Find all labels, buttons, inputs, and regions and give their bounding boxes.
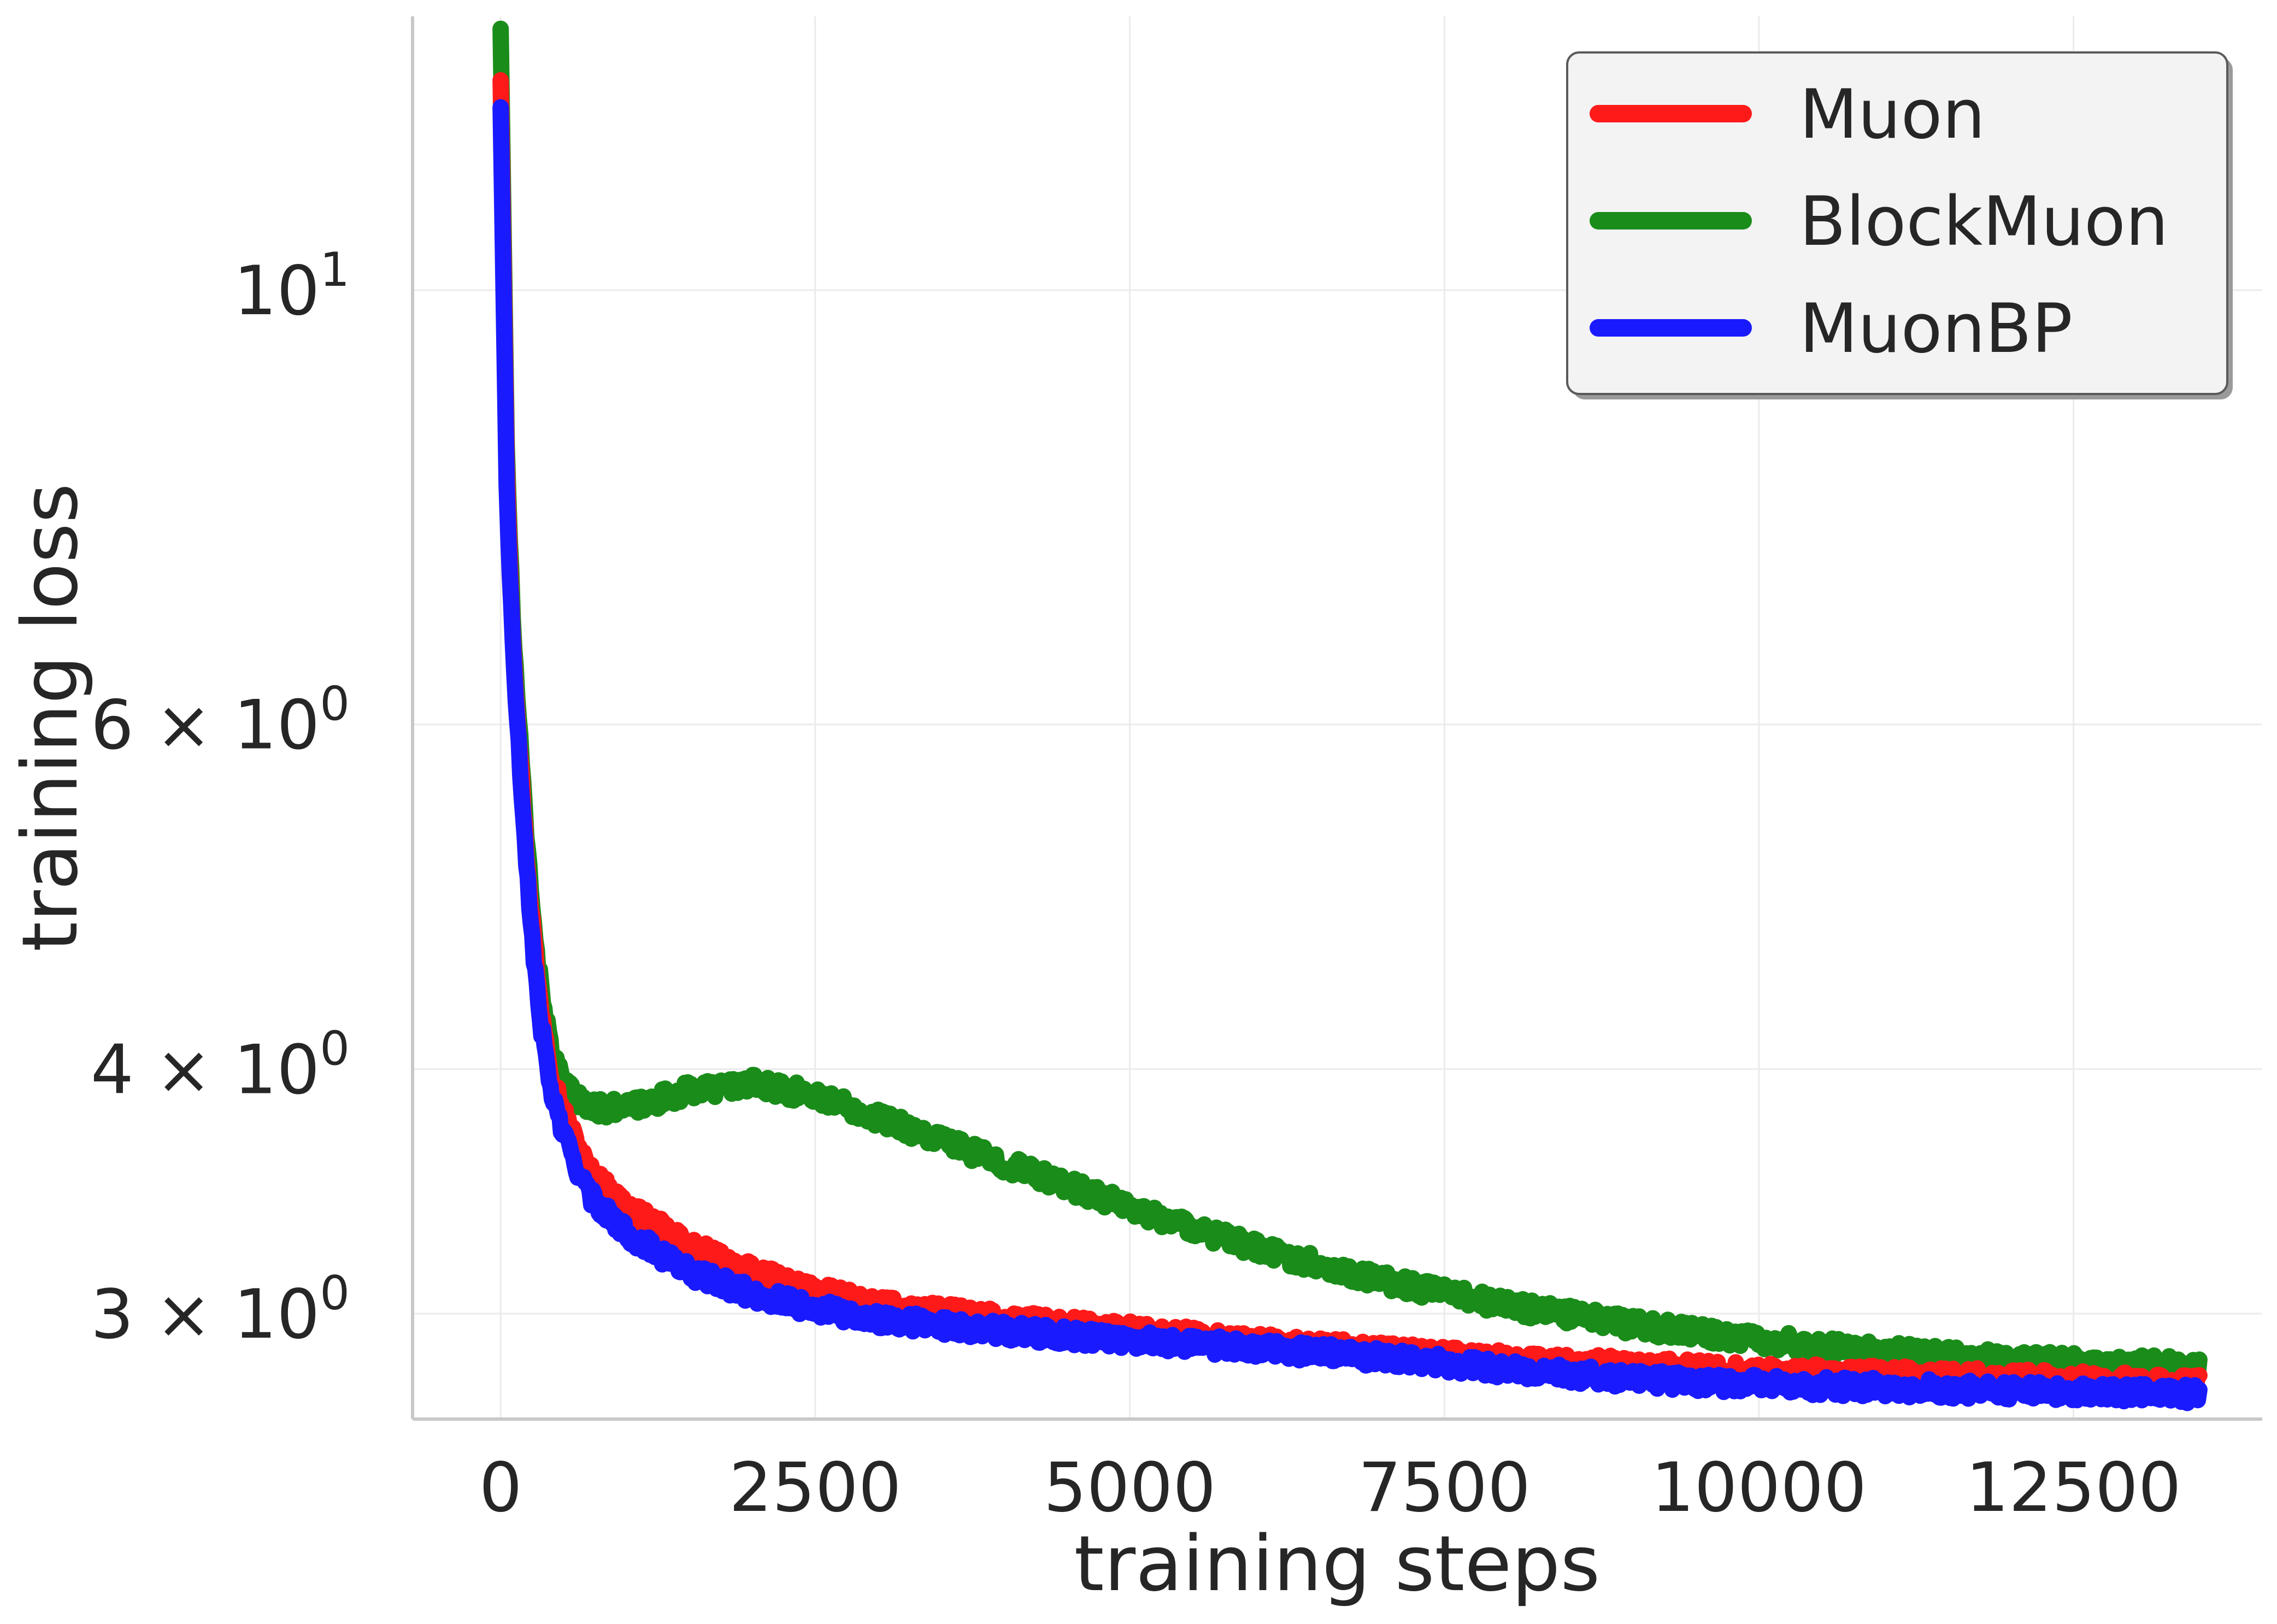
- y-tick-exponent: 0: [320, 1021, 350, 1076]
- y-axis-label: training loss: [6, 483, 95, 951]
- x-tick-label: 12500: [1966, 1449, 2181, 1527]
- y-tick-label: 3 × 100: [91, 1266, 350, 1354]
- legend-label-muon: Muon: [1799, 75, 1985, 154]
- y-tick-base: 6 × 10: [91, 686, 320, 765]
- legend: Muon BlockMuon MuonBP: [1566, 51, 2233, 399]
- x-tick-labels: 0 2500 5000 7500 10000 12500: [479, 1449, 2181, 1527]
- x-tick-label: 0: [479, 1449, 522, 1527]
- y-tick-label: 101: [233, 243, 350, 331]
- y-tick-labels: 3 × 100 4 × 100 6 × 100 101: [91, 243, 350, 1354]
- series-line-blockmuon: [492, 20, 2208, 1383]
- y-tick-base: 10: [233, 252, 320, 331]
- axes-spines: [411, 16, 2262, 1421]
- y-tick-label: 6 × 100: [91, 677, 350, 765]
- x-tick-label: 5000: [1044, 1449, 1216, 1527]
- y-tick-base: 3 × 10: [91, 1275, 320, 1354]
- series-line-muonbp: [492, 99, 2208, 1411]
- x-tick-label: 7500: [1358, 1449, 1531, 1527]
- legend-box: [1566, 51, 2228, 395]
- series-group: [492, 20, 2208, 1411]
- y-tick-base: 4 × 10: [91, 1031, 320, 1109]
- legend-label-muonbp: MuonBP: [1799, 290, 2073, 368]
- x-tick-label: 10000: [1651, 1449, 1867, 1527]
- legend-label-blockmuon: BlockMuon: [1799, 183, 2168, 261]
- y-tick-label: 4 × 100: [91, 1021, 350, 1109]
- y-tick-exponent: 0: [320, 677, 350, 732]
- x-tick-label: 2500: [729, 1449, 902, 1527]
- legend-entries: Muon BlockMuon MuonBP: [1590, 75, 2168, 368]
- x-axis-label: training steps: [1074, 1520, 1601, 1609]
- y-tick-exponent: 1: [320, 243, 350, 297]
- y-tick-exponent: 0: [320, 1266, 350, 1321]
